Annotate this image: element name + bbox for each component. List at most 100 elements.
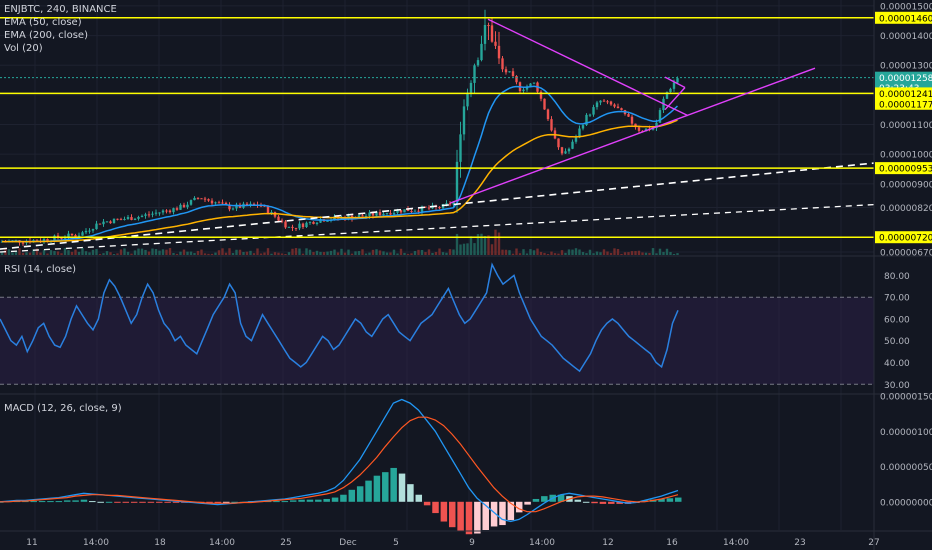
candle[interactable]	[494, 41, 497, 46]
candle[interactable]	[382, 213, 385, 216]
candle[interactable]	[193, 197, 196, 201]
candle[interactable]	[67, 233, 70, 238]
candle[interactable]	[221, 202, 224, 204]
candle[interactable]	[550, 119, 553, 131]
candle[interactable]	[60, 237, 63, 239]
candle[interactable]	[137, 216, 140, 219]
candle[interactable]	[91, 229, 95, 231]
rsi-panel[interactable]	[0, 262, 874, 385]
candle[interactable]	[396, 210, 399, 213]
candle[interactable]	[196, 197, 200, 199]
candle[interactable]	[532, 82, 536, 84]
candle[interactable]	[543, 98, 546, 110]
candle[interactable]	[564, 151, 567, 154]
candle[interactable]	[126, 217, 130, 220]
candle[interactable]	[130, 217, 133, 220]
candle[interactable]	[399, 210, 403, 213]
candle[interactable]	[231, 208, 235, 210]
candle[interactable]	[63, 237, 67, 239]
candle[interactable]	[452, 201, 455, 205]
candle[interactable]	[420, 206, 424, 212]
candle[interactable]	[529, 83, 532, 87]
candle[interactable]	[203, 198, 207, 200]
candle[interactable]	[245, 203, 249, 206]
candle[interactable]	[214, 202, 217, 204]
triangle-upper-line[interactable]	[487, 18, 689, 117]
candle[interactable]	[147, 214, 151, 216]
candle[interactable]	[287, 226, 291, 228]
candle[interactable]	[560, 147, 564, 154]
candle[interactable]	[326, 220, 329, 222]
candle[interactable]	[455, 161, 459, 202]
candle[interactable]	[280, 220, 284, 222]
candle[interactable]	[620, 108, 623, 110]
trend-lines[interactable]	[449, 18, 816, 204]
candle[interactable]	[284, 221, 287, 228]
candle[interactable]	[599, 100, 602, 103]
candle[interactable]	[497, 45, 501, 59]
candle[interactable]	[403, 209, 406, 213]
candle[interactable]	[634, 123, 637, 128]
candle[interactable]	[459, 134, 462, 162]
candle[interactable]	[291, 226, 294, 228]
candle[interactable]	[182, 204, 186, 208]
candle[interactable]	[511, 71, 515, 77]
candle[interactable]	[158, 212, 161, 214]
horizontal-levels[interactable]	[0, 17, 874, 238]
candle[interactable]	[574, 137, 578, 142]
candle[interactable]	[371, 212, 375, 216]
candle[interactable]	[609, 101, 613, 105]
candle[interactable]	[606, 101, 609, 103]
candle[interactable]	[70, 233, 74, 236]
candle[interactable]	[105, 221, 109, 223]
candle[interactable]	[630, 116, 634, 124]
candle[interactable]	[616, 106, 620, 109]
candle[interactable]	[294, 227, 298, 229]
candle[interactable]	[207, 199, 210, 201]
candle[interactable]	[595, 102, 599, 108]
candle[interactable]	[469, 82, 473, 93]
candle[interactable]	[95, 223, 98, 230]
candle[interactable]	[445, 203, 448, 205]
candle[interactable]	[298, 223, 301, 229]
candle[interactable]	[424, 206, 427, 208]
candle[interactable]	[658, 110, 662, 123]
candle[interactable]	[77, 235, 81, 237]
candle[interactable]	[480, 43, 483, 61]
candle[interactable]	[392, 212, 396, 215]
candle[interactable]	[315, 222, 319, 224]
candle[interactable]	[53, 235, 56, 241]
candle[interactable]	[665, 92, 669, 99]
candle[interactable]	[168, 210, 172, 213]
candle[interactable]	[613, 104, 616, 107]
candle[interactable]	[508, 71, 511, 73]
candle[interactable]	[252, 203, 256, 205]
candle[interactable]	[651, 128, 655, 130]
candle[interactable]	[224, 202, 228, 205]
candle[interactable]	[98, 223, 102, 225]
candle[interactable]	[557, 138, 560, 148]
candle[interactable]	[154, 212, 158, 214]
candle[interactable]	[42, 239, 46, 242]
candle[interactable]	[592, 107, 595, 115]
candle[interactable]	[179, 204, 182, 210]
candle[interactable]	[473, 65, 476, 83]
candle[interactable]	[74, 235, 77, 237]
candle[interactable]	[578, 128, 581, 138]
macd-signal-line[interactable]	[0, 416, 679, 513]
candle[interactable]	[448, 203, 452, 205]
rsi-line[interactable]	[0, 262, 679, 373]
pennant-lower[interactable]	[664, 87, 686, 111]
candle[interactable]	[410, 211, 413, 213]
candle[interactable]	[277, 216, 280, 221]
candle[interactable]	[305, 222, 308, 228]
candle[interactable]	[175, 208, 179, 210]
triangle-lower-line[interactable]	[449, 67, 816, 204]
candle[interactable]	[217, 202, 221, 204]
candle[interactable]	[81, 232, 84, 236]
candle[interactable]	[151, 213, 154, 215]
pennant-upper[interactable]	[664, 76, 686, 89]
candle[interactable]	[368, 212, 371, 216]
candle[interactable]	[627, 114, 630, 117]
